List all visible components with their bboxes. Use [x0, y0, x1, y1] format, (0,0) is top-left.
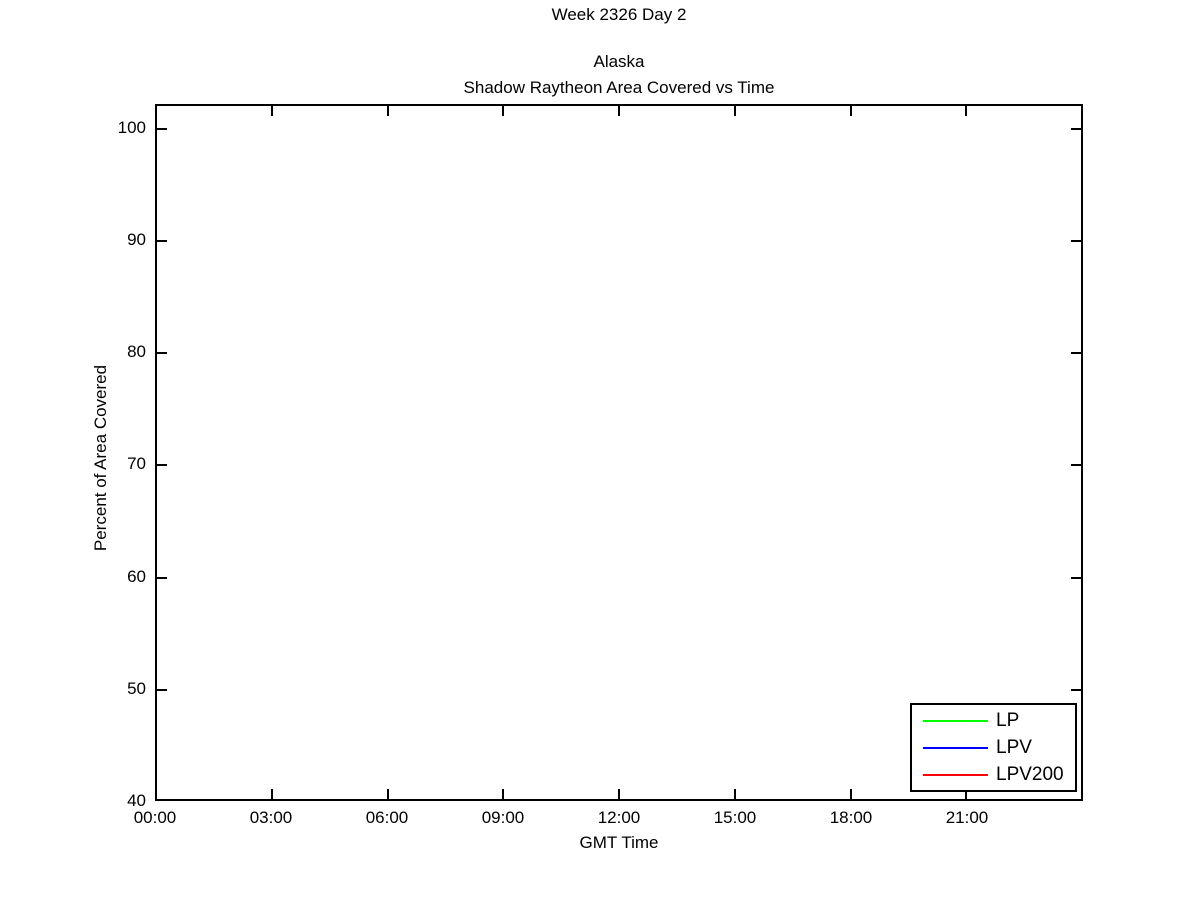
- x-tick-bottom: [734, 789, 736, 799]
- y-tick-right: [1071, 577, 1081, 579]
- y-tick-label: 40: [127, 791, 146, 810]
- y-tick-right: [1071, 352, 1081, 354]
- y-tick-label: 80: [127, 342, 146, 361]
- y-tick-right: [1071, 240, 1081, 242]
- y-tick-left: [157, 128, 167, 130]
- y-tick-right: [1071, 464, 1081, 466]
- x-tick-top: [965, 106, 967, 116]
- x-tick-label: 21:00: [945, 808, 989, 827]
- x-tick-label: 06:00: [365, 808, 409, 827]
- plot-area: [155, 104, 1083, 801]
- x-tick-bottom: [502, 789, 504, 799]
- lp-line-swatch: [923, 719, 988, 722]
- x-tick-top: [387, 106, 389, 116]
- lpv200-line-swatch: [923, 773, 988, 776]
- y-tick-left: [157, 464, 167, 466]
- x-tick-label: 00:00: [133, 808, 177, 827]
- figure-title: Week 2326 Day 2: [551, 5, 687, 24]
- x-tick-bottom: [850, 789, 852, 799]
- x-tick-top: [734, 106, 736, 116]
- y-tick-label: 60: [127, 567, 146, 586]
- axes-title-line1: Alaska: [593, 52, 645, 71]
- x-tick-bottom: [271, 789, 273, 799]
- y-tick-left: [157, 240, 167, 242]
- legend-item-lpv200: LPV200: [912, 761, 1075, 788]
- y-tick-label: 100: [117, 118, 146, 137]
- y-tick-left: [157, 577, 167, 579]
- x-tick-label: 12:00: [597, 808, 641, 827]
- x-tick-top: [502, 106, 504, 116]
- legend-label-lpv200: LPV200: [996, 763, 1064, 785]
- x-tick-bottom: [387, 789, 389, 799]
- x-tick-top: [618, 106, 620, 116]
- y-tick-label: 70: [127, 454, 146, 473]
- x-tick-top: [850, 106, 852, 116]
- x-tick-top: [271, 106, 273, 116]
- y-tick-left: [157, 352, 167, 354]
- y-tick-label: 50: [127, 679, 146, 698]
- y-tick-label: 90: [127, 230, 146, 249]
- legend-label-lp: LP: [996, 709, 1020, 731]
- y-axis-label-text: Percent of Area Covered: [91, 364, 110, 552]
- legend-label-lpv: LPV: [996, 736, 1032, 758]
- y-tick-right: [1071, 128, 1081, 130]
- x-tick-label: 15:00: [713, 808, 757, 827]
- legend: LP LPV LPV200: [910, 703, 1077, 792]
- x-tick-label: 03:00: [249, 808, 293, 827]
- axes-title: Alaska Shadow Raytheon Area Covered vs T…: [155, 49, 1083, 101]
- legend-item-lp: LP: [912, 707, 1075, 734]
- x-tick-bottom: [965, 789, 967, 799]
- lpv-line-swatch: [923, 746, 988, 749]
- x-axis-label: GMT Time: [579, 833, 659, 852]
- x-tick-label: 18:00: [829, 808, 873, 827]
- axes-title-line2: Shadow Raytheon Area Covered vs Time: [463, 78, 775, 97]
- x-tick-label: 09:00: [481, 808, 525, 827]
- legend-item-lpv: LPV: [912, 734, 1075, 761]
- y-tick-right: [1071, 689, 1081, 691]
- y-tick-left: [157, 689, 167, 691]
- x-tick-bottom: [618, 789, 620, 799]
